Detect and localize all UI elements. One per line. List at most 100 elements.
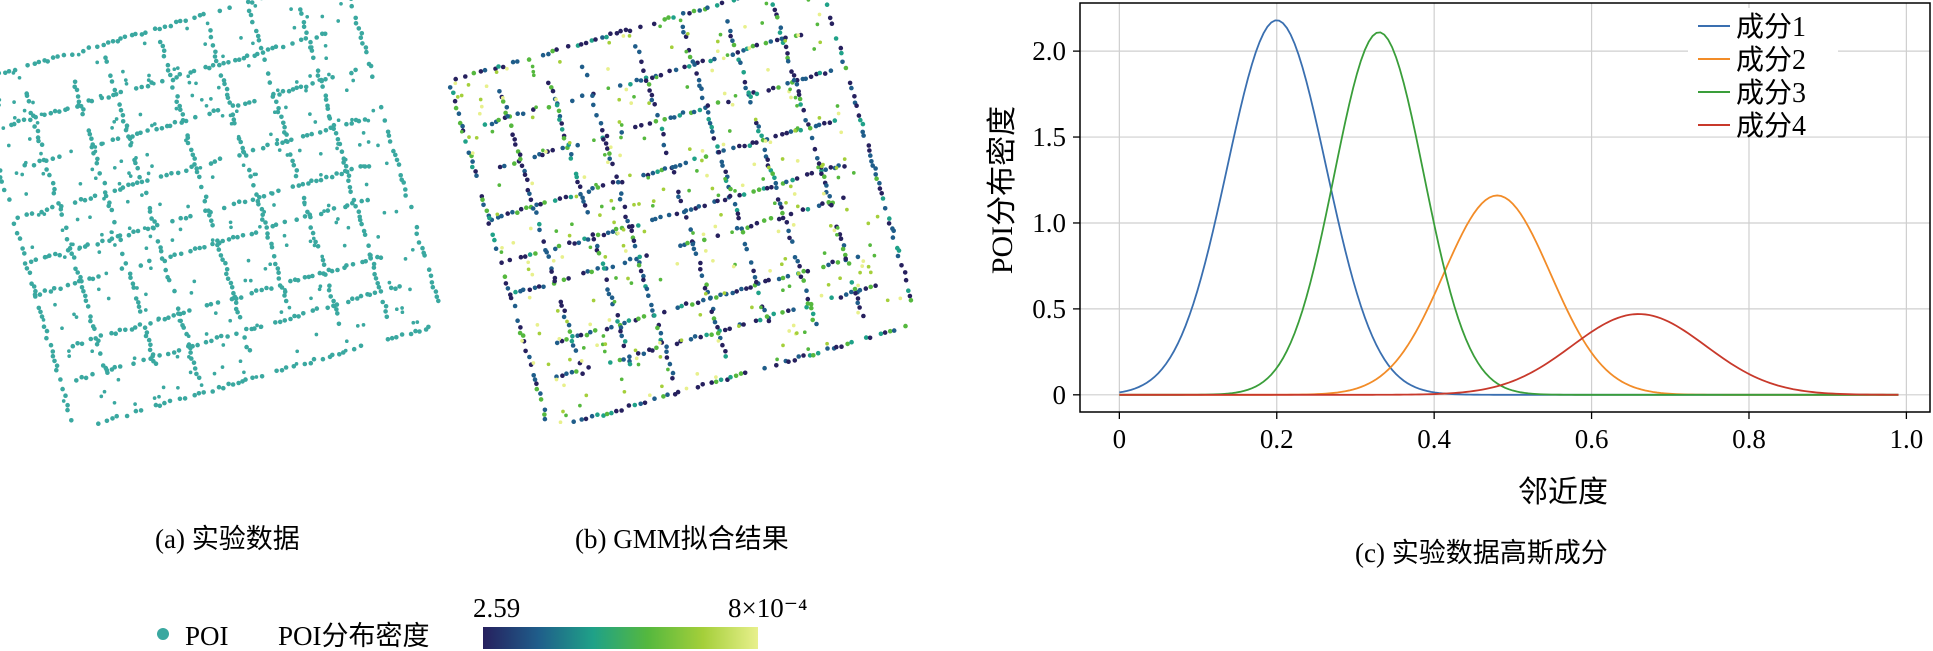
poi-point	[144, 330, 150, 335]
poi-point	[318, 211, 324, 217]
poi-point	[229, 121, 234, 126]
poi-point	[560, 255, 565, 259]
poi-point	[195, 342, 200, 348]
poi-point	[330, 352, 335, 358]
poi-point	[210, 175, 215, 179]
poi-point	[24, 212, 30, 217]
poi-point	[89, 136, 94, 141]
poi-point	[188, 248, 193, 254]
poi-point	[662, 117, 667, 122]
poi-point	[215, 108, 221, 113]
poi-point	[415, 320, 420, 324]
poi-point	[263, 220, 268, 225]
poi-point	[681, 30, 686, 35]
poi-point	[561, 314, 567, 320]
poi-point	[721, 142, 726, 147]
poi-point	[867, 335, 873, 341]
poi-point	[39, 151, 43, 156]
poi-point	[79, 285, 85, 290]
poi-point	[265, 231, 270, 236]
poi-point	[554, 374, 559, 380]
poi-point	[277, 92, 282, 97]
poi-point	[618, 28, 623, 34]
poi-point	[737, 143, 742, 149]
poi-point	[860, 129, 865, 135]
poi-point	[376, 284, 382, 290]
poi-point	[326, 287, 332, 293]
series-line-成分2	[1119, 194, 1899, 396]
poi-point	[196, 391, 202, 396]
poi-point	[784, 220, 790, 225]
poi-point	[90, 349, 95, 354]
poi-point	[214, 335, 220, 340]
poi-point	[740, 229, 746, 235]
poi-point	[262, 210, 267, 214]
poi-point	[286, 88, 292, 94]
poi-point	[590, 232, 596, 237]
poi-point	[522, 168, 527, 174]
poi-point	[756, 187, 762, 192]
y-tick-label: 2.0	[1032, 36, 1066, 66]
poi-point	[139, 84, 144, 90]
poi-point	[384, 314, 390, 320]
poi-point	[780, 210, 785, 216]
poi-point	[336, 142, 340, 146]
poi-point	[647, 121, 653, 126]
poi-point	[839, 130, 844, 135]
poi-point	[839, 50, 844, 56]
poi-point	[747, 46, 752, 50]
poi-point	[821, 191, 826, 196]
poi-point	[593, 37, 598, 42]
poi-point	[128, 275, 133, 281]
poi-point	[590, 93, 595, 98]
poi-point	[142, 226, 147, 230]
poi-point	[538, 397, 544, 402]
poi-point	[688, 207, 694, 212]
poi-point	[595, 232, 601, 238]
poi-point	[282, 293, 287, 298]
poi-point	[236, 134, 241, 139]
poi-point	[658, 277, 663, 282]
poi-point	[105, 40, 111, 45]
poi-point	[842, 164, 847, 169]
poi-point	[264, 225, 270, 230]
poi-point	[62, 255, 67, 259]
poi-point	[566, 322, 572, 328]
poi-point	[92, 326, 97, 332]
poi-point	[16, 118, 21, 124]
poi-point	[248, 174, 253, 179]
poi-point	[389, 335, 395, 341]
poi-point	[819, 171, 824, 176]
poi-point	[641, 277, 646, 283]
poi-point	[145, 152, 150, 157]
poi-point	[357, 217, 363, 223]
poi-point	[825, 341, 829, 346]
poi-point	[614, 408, 619, 414]
poi-point	[323, 93, 329, 98]
poi-point	[109, 79, 115, 84]
poi-point	[748, 285, 753, 290]
poi-point	[147, 347, 153, 353]
poi-point	[808, 74, 814, 80]
poi-point	[238, 359, 243, 364]
poi-point	[164, 172, 169, 178]
poi-point	[50, 156, 56, 161]
poi-point	[147, 258, 152, 264]
poi-point	[598, 213, 602, 217]
poi-point	[78, 197, 84, 202]
poi-point	[463, 74, 468, 79]
poi-point	[194, 169, 200, 175]
poi-point	[590, 186, 595, 191]
poi-point	[489, 121, 495, 127]
poi-point	[385, 337, 391, 342]
poi-point	[264, 285, 269, 291]
poi-point	[344, 263, 349, 268]
poi-point	[711, 136, 717, 141]
poi-point	[827, 194, 832, 199]
poi-point	[880, 196, 886, 201]
poi-point	[775, 14, 780, 20]
poi-point	[1, 187, 7, 193]
poi-point	[605, 146, 610, 151]
poi-point	[907, 293, 913, 299]
poi-point	[115, 136, 121, 141]
